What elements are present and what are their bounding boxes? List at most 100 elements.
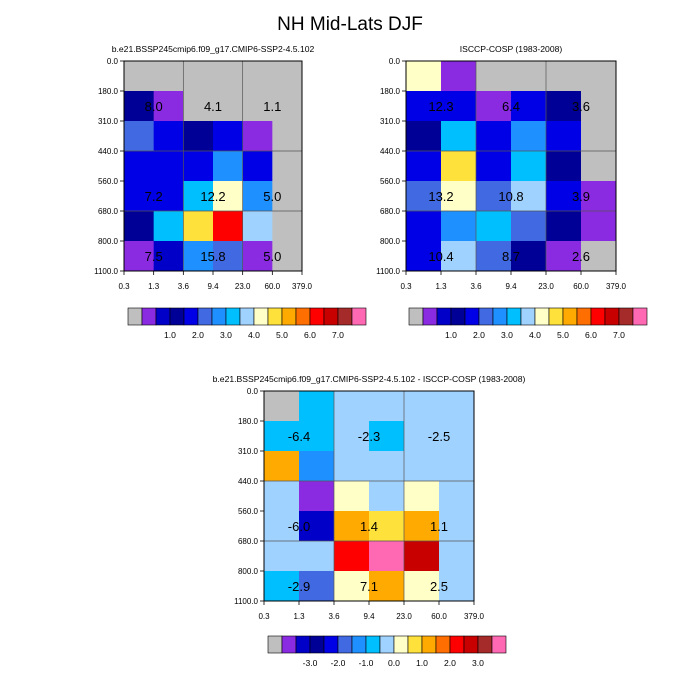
- cell-value-label: 10.4: [428, 249, 453, 264]
- x-tick-label: 3.6: [178, 282, 190, 291]
- panel-title: b.e21.BSSP245cmip6.f09_g17.CMIP6-SSP2-4.…: [112, 44, 315, 54]
- colorbar-swatch: [506, 307, 522, 326]
- cell-value-label: -6.4: [288, 429, 310, 444]
- cell-value-label: 3.6: [572, 99, 590, 114]
- heatmap-cell: [404, 421, 440, 452]
- colorbar-swatch: [449, 635, 465, 654]
- colorbar-label: 3.0: [220, 330, 232, 340]
- colorbar-label: 0.0: [388, 658, 400, 668]
- heatmap-cell: [546, 151, 582, 182]
- heatmap-cell: [511, 211, 547, 242]
- heatmap-cell: [299, 391, 335, 422]
- page-title: NH Mid-Lats DJF: [277, 14, 423, 35]
- x-tick-label: 1.3: [293, 612, 305, 621]
- heatmap-cell: [153, 121, 184, 152]
- colorbar-label: 5.0: [276, 330, 288, 340]
- cell-value-label: 5.0: [263, 189, 281, 204]
- x-tick-label: 3.6: [328, 612, 340, 621]
- colorbar-swatch: [590, 307, 606, 326]
- heatmap-cell: [441, 181, 477, 212]
- colorbar-swatch: [155, 307, 171, 326]
- heatmap-cell: [183, 151, 214, 182]
- cell-value-label: 10.8: [498, 189, 523, 204]
- heatmap-cell: [264, 421, 300, 452]
- colorbar-swatch: [323, 635, 339, 654]
- colorbar-swatch: [365, 635, 381, 654]
- colorbar-swatch: [421, 635, 437, 654]
- colorbar-swatch: [323, 307, 339, 326]
- colorbar-swatch: [337, 635, 353, 654]
- heatmap-cell: [272, 241, 303, 272]
- heatmap-cell: [272, 181, 303, 212]
- colorbar-label: -1.0: [359, 658, 374, 668]
- colorbar-swatch: [491, 635, 507, 654]
- x-tick-label: 60.0: [573, 282, 589, 291]
- colorbar-label: 2.0: [473, 330, 485, 340]
- heatmap-cell: [581, 151, 617, 182]
- heatmap-cell: [242, 241, 273, 272]
- y-tick-label: 180.0: [380, 87, 401, 96]
- heatmap-cell: [213, 181, 244, 212]
- heatmap-cell: [334, 451, 370, 482]
- y-tick-label: 1100.0: [234, 597, 258, 606]
- heatmap-cell: [404, 511, 440, 542]
- heatmap-cell: [581, 91, 617, 122]
- x-tick-label: 379.0: [292, 282, 313, 291]
- heatmap-cell: [441, 211, 477, 242]
- heatmap-cell: [299, 451, 335, 482]
- colorbar-swatch: [632, 307, 648, 326]
- colorbar-swatch: [435, 635, 451, 654]
- heatmap-cell: [406, 121, 442, 152]
- colorbar-swatch: [253, 307, 269, 326]
- heatmap-cell: [369, 511, 405, 542]
- cell-value-label: 12.3: [428, 99, 453, 114]
- heatmap-cell: [299, 421, 335, 452]
- heatmap-cell: [272, 91, 303, 122]
- heatmap-cell: [441, 91, 477, 122]
- colorbar-label: 7.0: [332, 330, 344, 340]
- colorbar-swatch: [450, 307, 466, 326]
- colorbar-swatch: [464, 307, 480, 326]
- y-tick-label: 310.0: [98, 117, 119, 126]
- heatmap-cell: [369, 571, 405, 602]
- colorbar-swatch: [548, 307, 564, 326]
- y-tick-label: 440.0: [98, 147, 119, 156]
- heatmap-cell: [404, 571, 440, 602]
- cell-value-label: 1.1: [263, 99, 281, 114]
- cell-value-label: -2.9: [288, 579, 310, 594]
- heatmap-cell: [272, 211, 303, 242]
- heatmap-cell: [183, 121, 214, 152]
- colorbar-swatch: [239, 307, 255, 326]
- y-tick-label: 0.0: [389, 57, 401, 66]
- heatmap-cell: [124, 61, 155, 92]
- heatmap-cell: [272, 121, 303, 152]
- heatmap-cell: [153, 211, 184, 242]
- colorbar-swatch: [618, 307, 634, 326]
- colorbar-swatch: [422, 307, 438, 326]
- colorbar-swatch: [393, 635, 409, 654]
- heatmap-cell: [476, 181, 512, 212]
- colorbar-swatch: [492, 307, 508, 326]
- colorbar-swatch: [183, 307, 199, 326]
- cell-value-label: -2.3: [358, 429, 380, 444]
- heatmap-cell: [264, 481, 300, 512]
- heatmap-cell: [183, 241, 214, 272]
- y-tick-label: 680.0: [238, 537, 259, 546]
- heatmap-cell: [511, 151, 547, 182]
- cell-value-label: 15.8: [200, 249, 225, 264]
- heatmap-cell: [439, 571, 475, 602]
- x-tick-label: 9.4: [505, 282, 517, 291]
- heatmap-cell: [334, 541, 370, 572]
- y-tick-label: 440.0: [380, 147, 401, 156]
- colorbar-swatch: [520, 307, 536, 326]
- colorbar: -3.0 -2.0 -1.0 0.0 1.0 2.0 3.0: [267, 635, 507, 668]
- y-tick-label: 680.0: [98, 207, 119, 216]
- heatmap-cell: [334, 421, 370, 452]
- colorbar-label: 5.0: [557, 330, 569, 340]
- heatmap-cell: [406, 91, 442, 122]
- colorbar-swatch: [562, 307, 578, 326]
- colorbar-label: 7.0: [613, 330, 625, 340]
- heatmap-cell: [334, 571, 370, 602]
- heatmap-cell: [264, 511, 300, 542]
